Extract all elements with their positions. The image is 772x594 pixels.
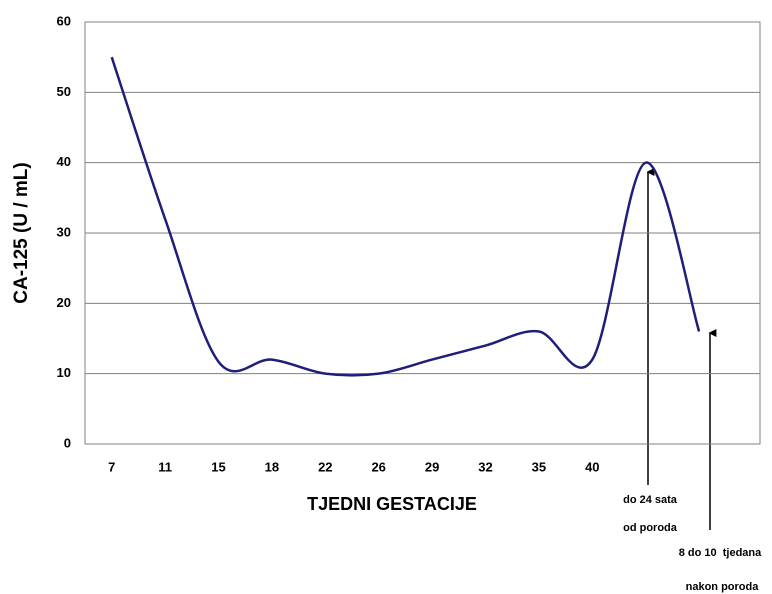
- x-tick-label: 18: [265, 459, 279, 474]
- x-tick-label: 7: [108, 459, 115, 474]
- x-tick-label: 29: [425, 459, 439, 474]
- y-tick-label: 20: [57, 295, 71, 310]
- y-tick-label: 10: [57, 365, 71, 380]
- x-tick-label: 15: [211, 459, 225, 474]
- y-tick-label: 40: [57, 154, 71, 169]
- y-tick-label: 0: [64, 435, 71, 450]
- x-tick-label: 32: [478, 459, 492, 474]
- x-tick-label: 11: [158, 459, 172, 474]
- annotation: do 24 sata: [623, 494, 678, 506]
- annotation: nakon poroda: [686, 581, 760, 593]
- x-tick-label: 22: [318, 459, 332, 474]
- x-axis-label: TJEDNI GESTACIJE: [307, 494, 477, 514]
- x-tick-label: 35: [532, 459, 546, 474]
- y-tick-label: 60: [57, 13, 71, 28]
- annotation: od poroda: [623, 522, 678, 534]
- y-axis-label: CA-125 (U / mL): [11, 162, 32, 303]
- line: [110, 56, 701, 377]
- x-tick-label: 40: [585, 459, 599, 474]
- x-tick-label: 26: [371, 459, 385, 474]
- annotation: 8 do 10 tjedana: [679, 547, 762, 559]
- y-tick-label: 30: [57, 224, 71, 239]
- y-tick-label: 50: [57, 84, 71, 99]
